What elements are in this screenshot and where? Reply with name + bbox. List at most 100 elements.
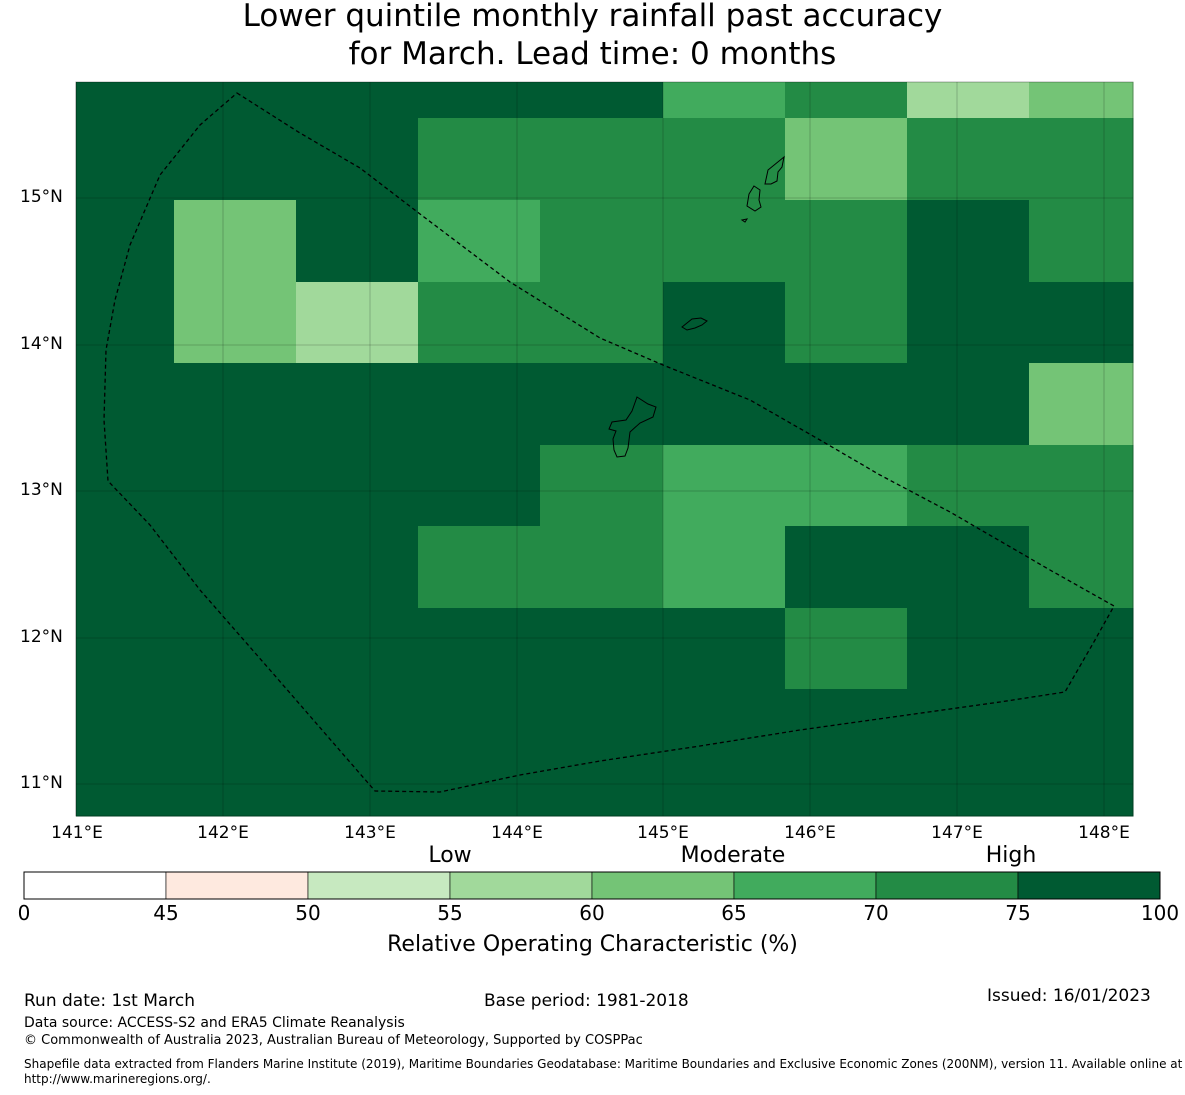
grid-cell bbox=[418, 363, 541, 446]
map-frame bbox=[75, 81, 1134, 817]
grid-cell bbox=[663, 282, 786, 364]
grid-cell bbox=[663, 363, 786, 446]
grid-cell bbox=[663, 118, 786, 201]
lat-label-14n: 14°N bbox=[20, 334, 63, 354]
grid-cell bbox=[540, 608, 664, 690]
island-outlines bbox=[608, 155, 785, 458]
grid-cell bbox=[174, 363, 297, 446]
grid-cell bbox=[296, 82, 419, 119]
grid-cell bbox=[296, 526, 419, 609]
lon-label-148e: 148°E bbox=[1078, 823, 1130, 843]
grid-cell bbox=[418, 526, 541, 609]
colorbar-segment bbox=[733, 871, 877, 900]
guam-island bbox=[608, 396, 657, 458]
grid-cell bbox=[76, 200, 175, 283]
map-title-line-1: Lower quintile monthly rainfall past acc… bbox=[242, 0, 943, 34]
grid-cell bbox=[907, 363, 1030, 446]
lat-label-11n: 11°N bbox=[20, 773, 63, 793]
colorbar-segment bbox=[1017, 871, 1161, 900]
grid-cell bbox=[76, 282, 175, 364]
lat-label-12n: 12°N bbox=[20, 627, 63, 647]
saipan-island bbox=[764, 155, 785, 185]
colorbar-frame bbox=[23, 871, 1161, 900]
lon-label-141e: 141°E bbox=[51, 823, 103, 843]
tinian-island bbox=[746, 185, 762, 212]
colorbar-segment bbox=[591, 871, 735, 900]
grid-cell bbox=[296, 689, 419, 817]
data-source: Data source: ACCESS-S2 and ERA5 Climate … bbox=[24, 1015, 405, 1031]
grid-cell bbox=[540, 445, 664, 527]
grid-cell bbox=[540, 200, 664, 283]
grid-cell bbox=[1029, 363, 1134, 446]
grid-cell bbox=[907, 82, 1030, 119]
grid-cell bbox=[907, 282, 1030, 364]
grid-cell bbox=[1029, 445, 1134, 527]
grid-cell bbox=[785, 445, 908, 527]
grid-cell bbox=[418, 445, 541, 527]
colorbar-tick-75: 75 bbox=[1005, 901, 1031, 925]
grid-cell bbox=[174, 82, 297, 119]
grid-cell bbox=[540, 118, 664, 201]
grid-cell bbox=[907, 608, 1030, 690]
grid-cell bbox=[76, 526, 175, 609]
run-date: Run date: 1st March bbox=[24, 991, 196, 1011]
lon-label-143e: 143°E bbox=[344, 823, 396, 843]
legend-category-high: High bbox=[985, 843, 1037, 868]
colorbar-segment bbox=[165, 871, 309, 900]
colorbar-segment bbox=[307, 871, 451, 900]
grid-cell bbox=[663, 200, 786, 283]
colorbar-segment bbox=[449, 871, 593, 900]
copyright-notice: © Commonwealth of Australia 2023, Austra… bbox=[24, 1033, 643, 1048]
grid-cell bbox=[76, 82, 175, 119]
colorbar-tick-60: 60 bbox=[579, 901, 605, 925]
grid-cell bbox=[296, 363, 419, 446]
grid-cell bbox=[76, 445, 175, 527]
legend-category-low: Low bbox=[428, 843, 472, 868]
grid-cell bbox=[76, 689, 175, 817]
grid-cell bbox=[1029, 82, 1134, 119]
colorbar-tick-0: 0 bbox=[17, 901, 31, 925]
lat-label-13n: 13°N bbox=[20, 480, 63, 500]
grid-cell bbox=[663, 689, 786, 817]
grid-cell bbox=[296, 200, 419, 283]
grid-cell bbox=[418, 200, 541, 283]
colorbar-tick-65: 65 bbox=[721, 901, 747, 925]
graticule-lines bbox=[75, 82, 1133, 816]
colorbar-label: Relative Operating Characteristic (%) bbox=[387, 932, 798, 957]
lon-label-144e: 144°E bbox=[491, 823, 543, 843]
colorbar-tick-55: 55 bbox=[437, 901, 463, 925]
grid-cell bbox=[174, 608, 297, 690]
grid-cell bbox=[418, 689, 541, 817]
grid-cell bbox=[296, 608, 419, 690]
grid-cell bbox=[785, 200, 908, 283]
grid-cell bbox=[418, 608, 541, 690]
grid-cell bbox=[76, 363, 175, 446]
grid-cell bbox=[907, 526, 1030, 609]
accuracy-grid-cells bbox=[76, 82, 1134, 817]
grid-cell bbox=[174, 200, 297, 283]
lon-label-147e: 147°E bbox=[931, 823, 983, 843]
grid-cell bbox=[1029, 118, 1134, 201]
grid-cell bbox=[540, 282, 664, 364]
grid-cell bbox=[1029, 282, 1134, 364]
base-period: Base period: 1981-2018 bbox=[484, 991, 689, 1011]
grid-cell bbox=[540, 82, 664, 119]
grid-cell bbox=[174, 526, 297, 609]
grid-cell bbox=[663, 526, 786, 609]
colorbar-tick-45: 45 bbox=[153, 901, 179, 925]
colorbar bbox=[23, 871, 1161, 900]
colorbar-tick-50: 50 bbox=[295, 901, 321, 925]
issued-date: Issued: 16/01/2023 bbox=[987, 986, 1151, 1006]
grid-cell bbox=[540, 689, 664, 817]
grid-cell bbox=[296, 118, 419, 201]
grid-cell bbox=[76, 118, 175, 201]
grid-cell bbox=[1029, 608, 1134, 690]
grid-cell bbox=[663, 445, 786, 527]
grid-cell bbox=[785, 282, 908, 364]
colorbar-segment bbox=[875, 871, 1019, 900]
grid-cell bbox=[1029, 200, 1134, 283]
legend-category-moderate: Moderate bbox=[680, 843, 786, 868]
grid-cell bbox=[907, 445, 1030, 527]
colorbar-tick-100: 100 bbox=[1140, 901, 1180, 925]
